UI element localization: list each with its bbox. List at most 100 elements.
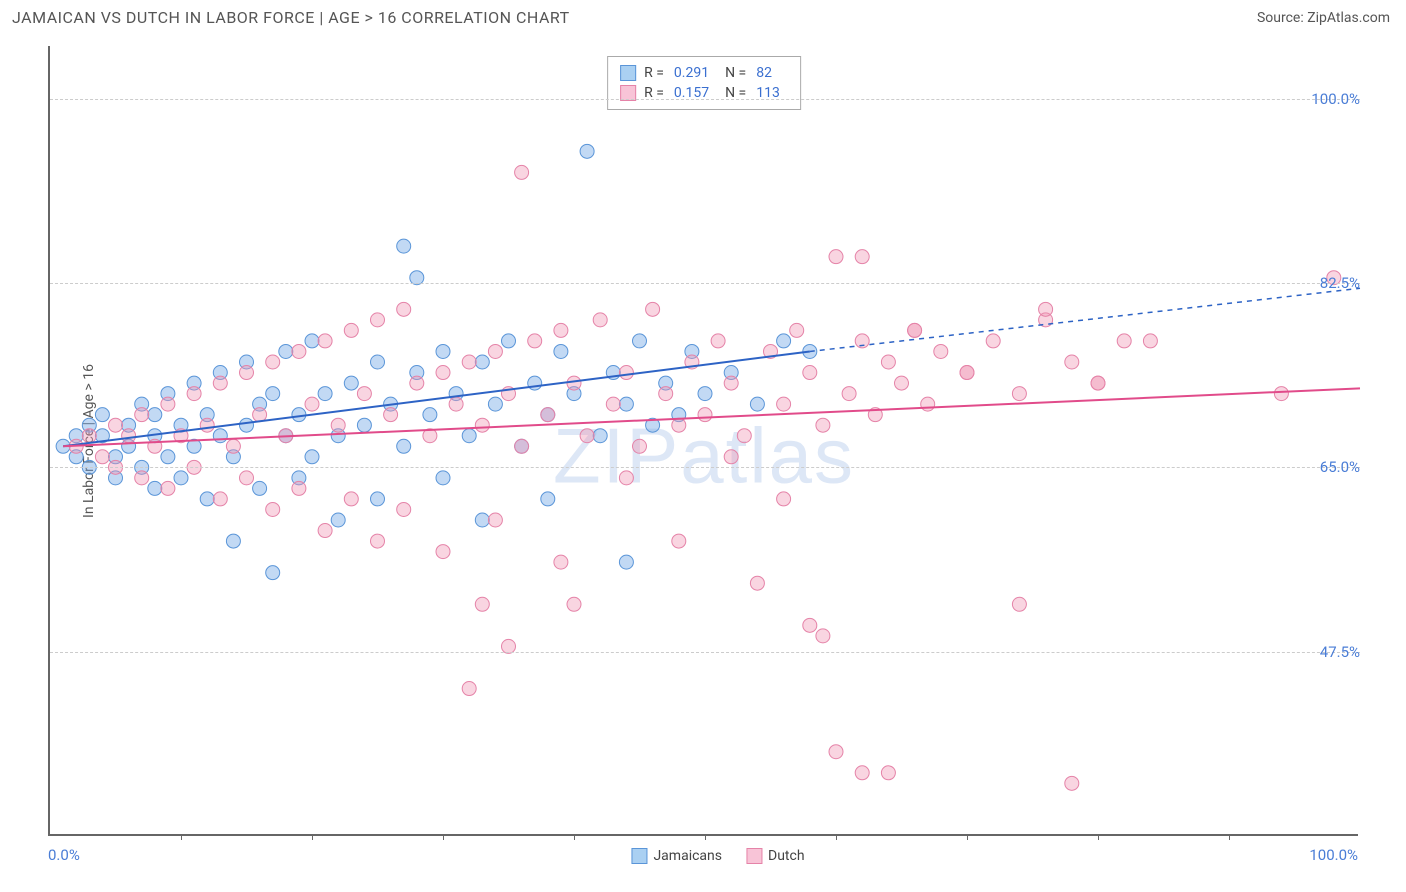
scatter-point: [174, 471, 188, 485]
scatter-point: [266, 355, 280, 369]
scatter-point: [881, 355, 895, 369]
y-tick-label: 47.5%: [1320, 643, 1360, 661]
stats-box: R =0.291N =82R =0.157N =113: [607, 56, 801, 110]
x-tick: [312, 834, 313, 840]
scatter-point: [488, 397, 502, 411]
x-tick: [443, 834, 444, 840]
scatter-point: [462, 429, 476, 443]
scatter-point: [855, 250, 869, 264]
scatter-point: [397, 302, 411, 316]
y-tick-label: 82.5%: [1320, 274, 1360, 292]
x-tick: [181, 834, 182, 840]
scatter-point: [724, 376, 738, 390]
scatter-point: [790, 323, 804, 337]
scatter-point: [148, 481, 162, 495]
scatter-point: [593, 429, 607, 443]
scatter-point: [436, 366, 450, 380]
scatter-point: [619, 397, 633, 411]
scatter-point: [672, 534, 686, 548]
plot-area: ZIPatlas R =0.291N =82R =0.157N =113 47.…: [48, 46, 1358, 836]
scatter-point: [253, 481, 267, 495]
legend-item: Dutch: [746, 848, 805, 864]
scatter-point: [449, 397, 463, 411]
scatter-point: [606, 397, 620, 411]
scatter-point: [698, 408, 712, 422]
scatter-point: [908, 323, 922, 337]
scatter-point: [161, 450, 175, 464]
x-tick: [705, 834, 706, 840]
scatter-point: [646, 302, 660, 316]
scatter-point: [724, 450, 738, 464]
scatter-svg: [50, 46, 1360, 836]
scatter-point: [292, 408, 306, 422]
scatter-point: [305, 450, 319, 464]
scatter-point: [619, 555, 633, 569]
scatter-point: [777, 334, 791, 348]
scatter-point: [410, 376, 424, 390]
scatter-point: [331, 513, 345, 527]
scatter-point: [475, 513, 489, 527]
scatter-point: [318, 387, 332, 401]
grid-line: [50, 99, 1360, 100]
scatter-point: [266, 502, 280, 516]
scatter-point: [397, 502, 411, 516]
scatter-point: [331, 418, 345, 432]
scatter-point: [344, 376, 358, 390]
legend-label: Dutch: [768, 848, 805, 864]
scatter-point: [803, 366, 817, 380]
x-tick: [574, 834, 575, 840]
scatter-point: [305, 397, 319, 411]
scatter-point: [475, 418, 489, 432]
scatter-point: [318, 524, 332, 538]
scatter-point: [109, 418, 123, 432]
scatter-point: [1012, 387, 1026, 401]
scatter-point: [436, 471, 450, 485]
scatter-point: [855, 766, 869, 780]
y-tick-label: 65.0%: [1320, 458, 1360, 476]
scatter-point: [829, 250, 843, 264]
scatter-point: [633, 334, 647, 348]
scatter-point: [292, 481, 306, 495]
scatter-point: [554, 344, 568, 358]
scatter-point: [475, 355, 489, 369]
scatter-point: [711, 334, 725, 348]
scatter-point: [122, 429, 136, 443]
scatter-point: [554, 323, 568, 337]
scatter-point: [567, 376, 581, 390]
x-tick: [1229, 834, 1230, 840]
x-tick: [836, 834, 837, 840]
scatter-point: [187, 387, 201, 401]
legend-item: Jamaicans: [631, 848, 722, 864]
scatter-point: [305, 334, 319, 348]
scatter-point: [213, 376, 227, 390]
scatter-point: [240, 471, 254, 485]
scatter-point: [213, 492, 227, 506]
stats-row: R =0.157N =113: [620, 83, 788, 103]
grid-line: [50, 652, 1360, 653]
scatter-point: [344, 492, 358, 506]
scatter-point: [161, 397, 175, 411]
scatter-point: [528, 334, 542, 348]
scatter-point: [226, 439, 240, 453]
scatter-point: [803, 618, 817, 632]
scatter-point: [292, 344, 306, 358]
scatter-point: [344, 323, 358, 337]
grid-line: [50, 283, 1360, 284]
scatter-point: [750, 397, 764, 411]
scatter-point: [515, 439, 529, 453]
scatter-point: [371, 313, 385, 327]
legend-swatch: [631, 848, 647, 864]
scatter-point: [371, 492, 385, 506]
scatter-point: [475, 597, 489, 611]
stat-r-value: 0.291: [674, 65, 709, 81]
scatter-point: [436, 344, 450, 358]
scatter-point: [488, 344, 502, 358]
scatter-point: [148, 408, 162, 422]
scatter-point: [384, 408, 398, 422]
scatter-point: [213, 429, 227, 443]
scatter-point: [580, 144, 594, 158]
scatter-point: [541, 408, 555, 422]
scatter-point: [397, 239, 411, 253]
scatter-point: [266, 566, 280, 580]
stat-r-label: R =: [644, 65, 664, 81]
